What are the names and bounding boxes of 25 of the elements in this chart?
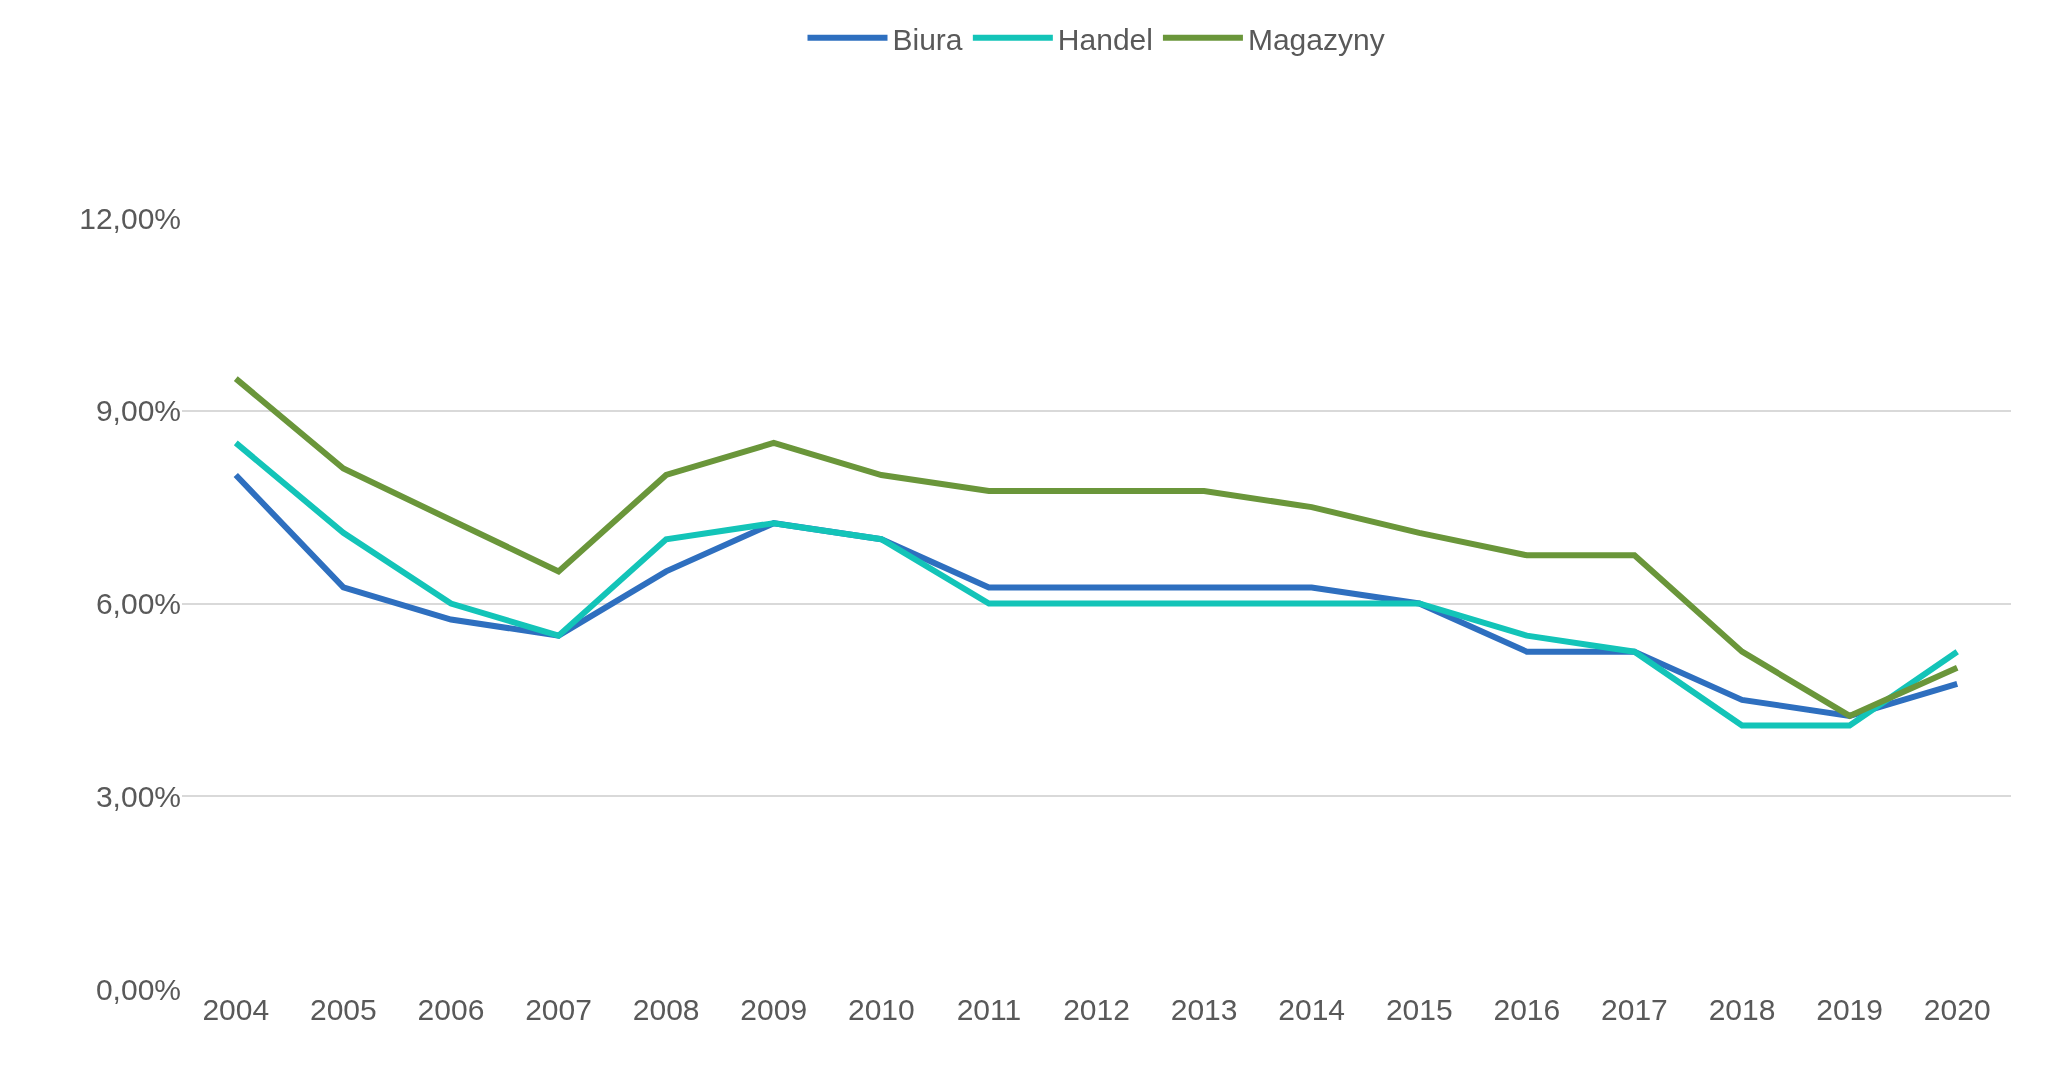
x-tick-label: 2009 [740,993,808,1026]
y-tick-label: 12,00% [79,201,181,235]
x-tick-label: 2014 [1278,993,1346,1026]
x-tick-label: 2004 [202,993,270,1026]
legend-label: Handel [1057,22,1153,56]
x-tick-label: 2015 [1385,993,1453,1026]
y-tick-label: 9,00% [95,394,181,428]
x-tick-label: 2005 [310,993,377,1026]
legend-label: Magazyny [1247,22,1385,56]
x-tick-label: 2011 [956,993,1022,1026]
y-tick-label: 3,00% [95,779,181,813]
x-tick-label: 2018 [1708,993,1776,1026]
x-tick-label: 2008 [632,993,700,1026]
x-tick-label: 2007 [525,993,592,1026]
x-tick-label: 2019 [1816,993,1883,1026]
x-tick-label: 2010 [847,993,915,1026]
legend-label: Biura [892,22,963,56]
y-tick-label: 0,00% [95,972,181,1006]
y-tick-label: 6,00% [95,587,181,620]
x-tick-label: 2006 [417,993,485,1026]
x-tick-label: 2017 [1601,993,1668,1026]
x-tick-label: 2016 [1493,993,1561,1026]
x-tick-label: 2013 [1170,993,1238,1026]
x-tick-label: 2012 [1063,993,1130,1026]
x-tick-label: 2020 [1923,993,1991,1026]
